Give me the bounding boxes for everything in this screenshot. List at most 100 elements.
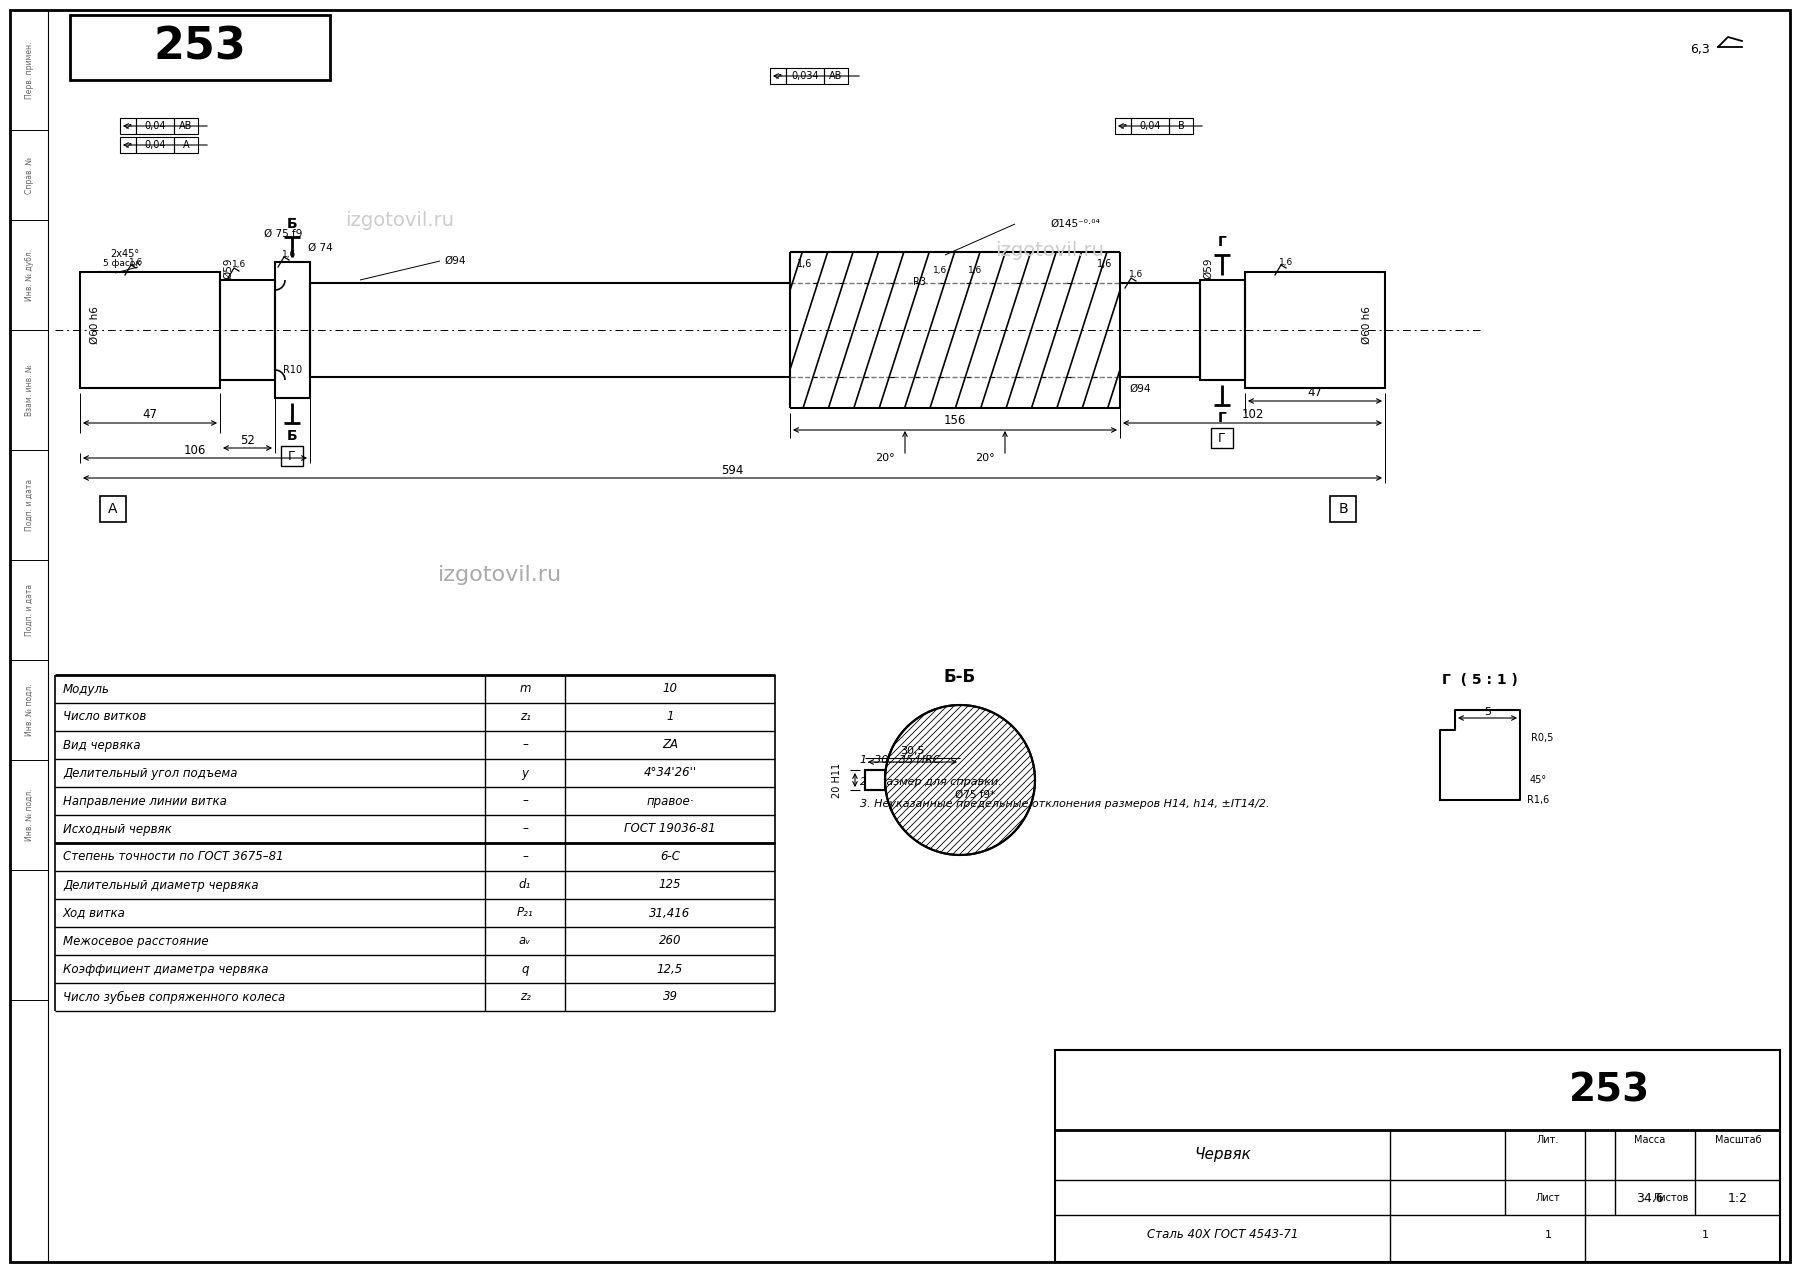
Text: Число зубьев сопряженного колеса: Число зубьев сопряженного колеса	[63, 991, 284, 1004]
Text: 1,6: 1,6	[1129, 271, 1143, 280]
Text: Делительный угол подъема: Делительный угол подъема	[63, 767, 238, 780]
Text: 52: 52	[239, 434, 256, 446]
Bar	[275, 262, 310, 398]
Text: 1,6: 1,6	[1278, 257, 1292, 267]
Text: ↗: ↗	[774, 71, 781, 80]
Text: –: –	[522, 795, 527, 808]
Bar	[1120, 282, 1201, 377]
Text: Листов: Листов	[1652, 1193, 1688, 1203]
Bar	[175, 118, 198, 134]
Text: Г: Г	[288, 449, 295, 463]
Text: Подп. и дата: Подп. и дата	[25, 584, 34, 636]
Text: Инв. № подл.: Инв. № подл.	[25, 683, 34, 736]
Text: ↗: ↗	[124, 122, 131, 131]
Text: 47: 47	[142, 408, 158, 421]
Text: Перв. примен.: Перв. примен.	[25, 41, 34, 99]
Text: Ø60 h6: Ø60 h6	[1363, 307, 1372, 343]
Text: d₁: d₁	[518, 879, 531, 892]
Text: 20°: 20°	[875, 453, 895, 463]
Text: 2.* Размер для справки.: 2.* Размер для справки.	[860, 777, 1001, 787]
Text: Б: Б	[286, 218, 297, 232]
Bar	[175, 137, 198, 153]
Bar	[101, 496, 126, 522]
Bar	[770, 67, 787, 84]
Bar	[866, 770, 886, 790]
Text: 1,6: 1,6	[968, 266, 983, 275]
Text: ZA: ZA	[662, 739, 679, 752]
Text: 2x45°: 2x45°	[110, 249, 140, 259]
Text: 253: 253	[153, 25, 247, 69]
Text: Г: Г	[1217, 411, 1226, 425]
Text: В: В	[1337, 502, 1348, 516]
Text: Г: Г	[1217, 235, 1226, 249]
Bar	[137, 137, 175, 153]
Text: правое·: правое·	[646, 795, 693, 808]
Text: 1: 1	[1701, 1230, 1708, 1240]
Text: –: –	[522, 823, 527, 836]
Text: 253: 253	[1570, 1071, 1651, 1109]
Text: 45°: 45°	[1530, 775, 1546, 785]
Text: Ø 74: Ø 74	[308, 243, 333, 253]
Text: 30,5: 30,5	[900, 745, 925, 756]
Text: 1,6: 1,6	[797, 259, 812, 268]
Bar	[1246, 272, 1384, 388]
Text: А: А	[108, 502, 117, 516]
Text: 1,6: 1,6	[932, 266, 947, 275]
Text: izgotovil.ru: izgotovil.ru	[995, 240, 1105, 259]
Polygon shape	[886, 705, 1035, 855]
Text: Число витков: Число витков	[63, 711, 146, 724]
Text: 5 фасок: 5 фасок	[103, 259, 140, 268]
Text: Межосевое расстояние: Межосевое расстояние	[63, 935, 209, 948]
Text: ↗: ↗	[1120, 122, 1127, 131]
Text: y: y	[522, 767, 529, 780]
Bar	[121, 118, 137, 134]
Bar	[121, 137, 137, 153]
Text: Масса: Масса	[1634, 1135, 1665, 1145]
Text: izgotovil.ru: izgotovil.ru	[346, 210, 454, 229]
Bar	[137, 118, 175, 134]
Bar	[1168, 118, 1193, 134]
Text: aᵥ: aᵥ	[518, 935, 531, 948]
Text: Б: Б	[286, 429, 297, 443]
Bar	[1211, 427, 1233, 448]
Text: –: –	[522, 851, 527, 864]
Text: Направление линии витка: Направление линии витка	[63, 795, 227, 808]
Text: Исходный червяк: Исходный червяк	[63, 823, 171, 836]
Bar	[824, 67, 848, 84]
Text: Вид червяка: Вид червяка	[63, 739, 140, 752]
Text: Степень точности по ГОСТ 3675–81: Степень точности по ГОСТ 3675–81	[63, 851, 284, 864]
Text: Ø94: Ø94	[445, 256, 466, 266]
Text: 3. Неуказанные предельные отклонения размеров H14, h14, ±IT14/2.: 3. Неуказанные предельные отклонения раз…	[860, 799, 1269, 809]
Text: Инв. № дубл.: Инв. № дубл.	[25, 249, 34, 301]
Text: Делительный диаметр червяка: Делительный диаметр червяка	[63, 879, 259, 892]
Bar	[1330, 496, 1355, 522]
Bar	[310, 282, 790, 377]
Text: Ø145⁻⁰‧⁰⁴: Ø145⁻⁰‧⁰⁴	[1049, 219, 1100, 229]
Text: R10: R10	[283, 365, 302, 375]
Text: 0,04: 0,04	[1139, 121, 1161, 131]
Text: Коэффициент диаметра червяка: Коэффициент диаметра червяка	[63, 963, 268, 976]
Text: Сталь 40Х ГОСТ 4543-71: Сталь 40Х ГОСТ 4543-71	[1147, 1229, 1298, 1241]
Bar	[281, 446, 302, 466]
Text: Ø75 f9*: Ø75 f9*	[954, 790, 995, 800]
Text: 1:2: 1:2	[1728, 1192, 1748, 1205]
Bar	[787, 67, 824, 84]
Text: ГОСТ 19036-81: ГОСТ 19036-81	[625, 823, 716, 836]
Text: –: –	[522, 739, 527, 752]
Text: 34.6: 34.6	[1636, 1192, 1663, 1205]
Text: 1. 30...35 HRC.: 1. 30...35 HRC.	[860, 756, 943, 764]
Text: Ø 75 f9: Ø 75 f9	[265, 229, 302, 239]
Bar	[1201, 280, 1246, 380]
Text: Лит.: Лит.	[1537, 1135, 1559, 1145]
Bar	[1130, 118, 1168, 134]
Text: 39: 39	[662, 991, 677, 1004]
Text: 20 H11: 20 H11	[832, 762, 842, 798]
Text: 260: 260	[659, 935, 680, 948]
Text: Лист: Лист	[1535, 1193, 1561, 1203]
Text: Червяк: Червяк	[1195, 1147, 1251, 1163]
Text: 1,6: 1,6	[283, 249, 297, 258]
Text: 4°34'26'': 4°34'26''	[643, 767, 697, 780]
Bar	[1114, 118, 1130, 134]
Text: Подп. и дата: Подп. и дата	[25, 480, 34, 532]
Bar	[70, 15, 329, 80]
